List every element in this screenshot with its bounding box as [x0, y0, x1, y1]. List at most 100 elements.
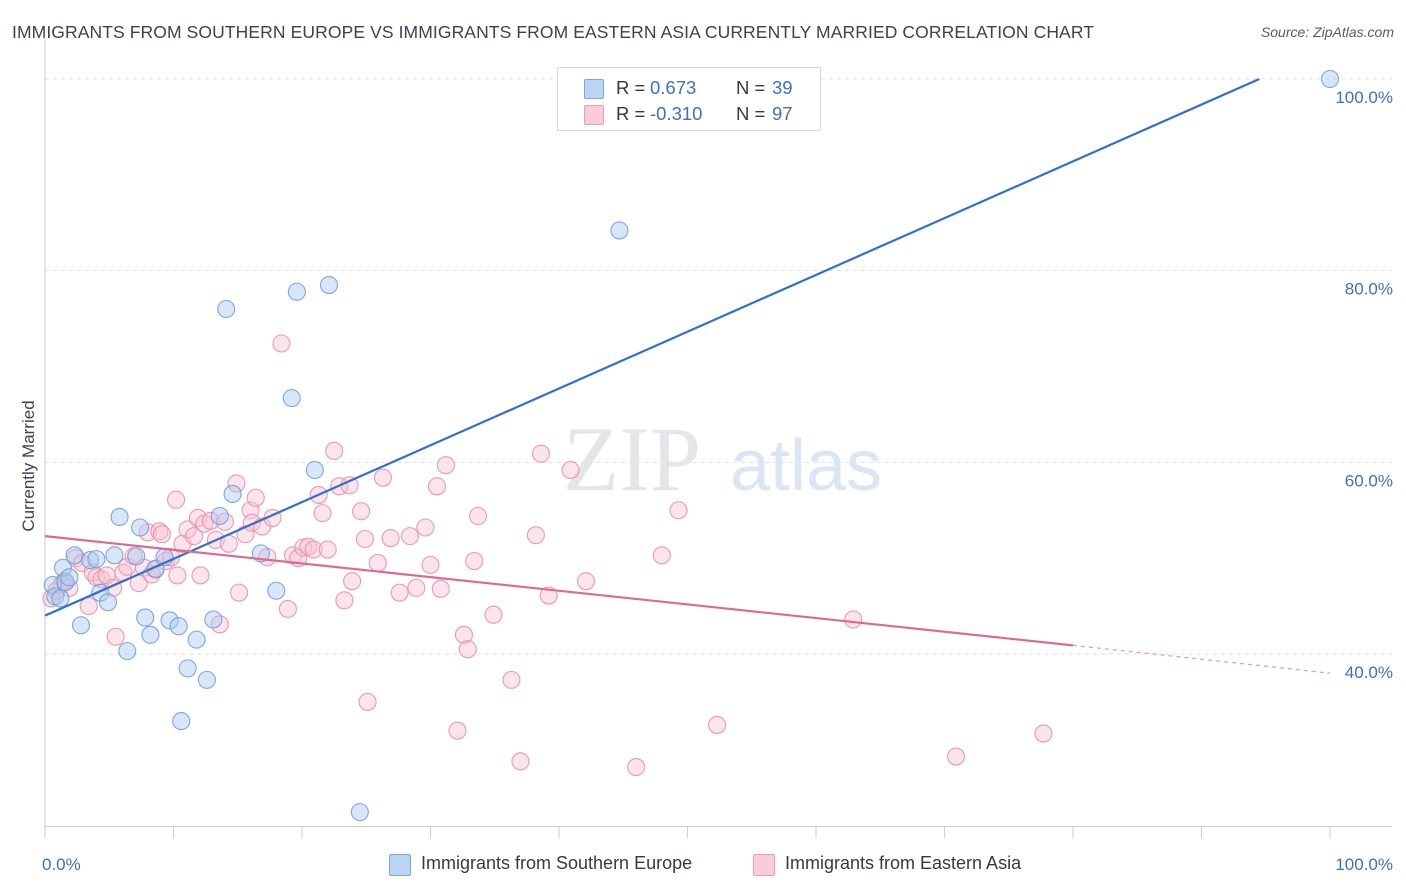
- southern-europe-point: [53, 558, 73, 577]
- southern-europe-point: [136, 608, 155, 627]
- eastern-asia-point: [484, 605, 503, 624]
- southern-europe-point: [80, 551, 100, 570]
- bottom-legend-swatch-pink: [753, 854, 775, 876]
- eastern-asia-point: [421, 555, 440, 574]
- eastern-asia-point: [708, 715, 727, 734]
- eastern-asia-point: [947, 747, 966, 766]
- eastern-asia-point: [368, 553, 387, 573]
- eastern-asia-point: [325, 441, 344, 460]
- eastern-asia-point: [178, 520, 197, 539]
- southern-europe-point: [118, 642, 137, 661]
- eastern-asia-point: [511, 752, 530, 771]
- bottom-legend-label: Immigrants from Eastern Asia: [785, 853, 1022, 873]
- eastern-asia-point: [502, 670, 521, 689]
- southern-europe-point: [282, 389, 301, 408]
- southern-europe-point: [1320, 69, 1340, 89]
- eastern-asia-point: [152, 525, 171, 544]
- eastern-asia-point: [283, 546, 303, 565]
- eastern-asia-point: [669, 501, 688, 520]
- eastern-asia-trendline-extension: [1072, 644, 1331, 674]
- bottom-legend-label: Immigrants from Southern Europe: [421, 853, 693, 873]
- southern-europe-point: [51, 589, 70, 608]
- y-tick-label: 60.0%: [1345, 471, 1393, 490]
- bottom-legend-swatch-blue: [389, 854, 411, 876]
- x-tick-label-end: 100.0%: [1335, 855, 1393, 874]
- southern-europe-points: [43, 69, 1340, 822]
- southern-europe-point: [160, 611, 179, 630]
- eastern-asia-point: [358, 692, 377, 711]
- eastern-asia-point: [355, 529, 375, 549]
- watermark-atlas: atlas: [730, 426, 882, 506]
- eastern-asia-point: [229, 583, 249, 602]
- southern-europe-point: [87, 550, 106, 569]
- eastern-asia-point: [79, 597, 98, 616]
- eastern-asia-point: [335, 591, 354, 610]
- eastern-asia-point: [167, 490, 186, 509]
- southern-europe-point: [172, 712, 191, 731]
- eastern-asia-point: [318, 540, 337, 559]
- eastern-asia-point: [458, 640, 477, 659]
- southern-europe-point: [187, 630, 206, 649]
- watermark-zip: ZIP: [563, 408, 701, 510]
- axis-labels: 40.0% 60.0% 80.0% 100.0% 0.0% 100.0%: [42, 88, 1393, 874]
- southern-europe-point: [141, 625, 160, 644]
- eastern-asia-point: [526, 526, 545, 545]
- legend-swatch-blue: [584, 79, 604, 99]
- x-tick-label-start: 0.0%: [42, 855, 81, 874]
- eastern-asia-point: [227, 474, 246, 493]
- eastern-asia-point: [390, 583, 409, 602]
- eastern-asia-point: [465, 551, 484, 571]
- southern-europe-point: [197, 670, 216, 689]
- eastern-asia-point: [431, 579, 450, 598]
- eastern-asia-point: [844, 610, 863, 629]
- legend-r-value: -0.310: [650, 103, 703, 124]
- eastern-asia-point: [278, 599, 297, 619]
- southern-europe-point: [350, 803, 369, 822]
- trend-lines: [44, 77, 1331, 674]
- y-axis-title: Currently Married: [19, 400, 38, 532]
- eastern-asia-point: [1034, 724, 1053, 743]
- southern-europe-point: [178, 659, 197, 678]
- eastern-asia-point: [201, 511, 220, 530]
- eastern-asia-point: [427, 477, 446, 496]
- southern-europe-point: [319, 275, 339, 295]
- southern-europe-point: [71, 616, 91, 635]
- y-tick-label: 100.0%: [1335, 88, 1393, 107]
- eastern-asia-point: [313, 504, 332, 523]
- southern-europe-point: [60, 568, 79, 587]
- eastern-asia-point: [381, 528, 400, 548]
- southern-europe-point: [127, 547, 146, 566]
- southern-europe-point: [267, 581, 286, 600]
- eastern-asia-point: [185, 527, 204, 546]
- southern-europe-point: [204, 610, 223, 629]
- eastern-asia-point: [304, 540, 323, 559]
- source-credit: Source: ZipAtlas.com: [1260, 24, 1394, 40]
- eastern-asia-point: [561, 460, 580, 480]
- southern-europe-trendline: [44, 77, 1260, 617]
- eastern-asia-point: [373, 468, 393, 487]
- eastern-asia-point: [416, 518, 435, 537]
- southern-europe-point: [610, 221, 629, 240]
- eastern-asia-point: [150, 522, 169, 541]
- eastern-asia-point: [407, 578, 426, 597]
- watermark: ZIP atlas: [563, 408, 882, 510]
- eastern-asia-point: [106, 627, 125, 646]
- axis-layer: [44, 38, 1392, 839]
- southern-europe-point: [217, 299, 236, 319]
- eastern-asia-point: [299, 537, 318, 556]
- eastern-asia-point: [246, 488, 265, 507]
- eastern-asia-point: [448, 721, 467, 740]
- eastern-asia-point: [468, 506, 488, 526]
- eastern-asia-point: [168, 566, 187, 585]
- southern-europe-point: [65, 546, 84, 565]
- grid-layer: [45, 78, 1392, 655]
- southern-europe-point: [223, 484, 242, 504]
- eastern-asia-point: [652, 546, 671, 565]
- eastern-asia-point: [215, 512, 234, 531]
- legend-n-label: N =: [736, 103, 766, 124]
- legend-r-label: R =: [616, 103, 646, 124]
- southern-europe-point: [105, 546, 124, 565]
- chart-title: IMMIGRANTS FROM SOUTHERN EUROPE VS IMMIG…: [12, 22, 1095, 42]
- correlation-legend: R = 0.673 N = 39 R = -0.310 N = 97: [557, 67, 821, 131]
